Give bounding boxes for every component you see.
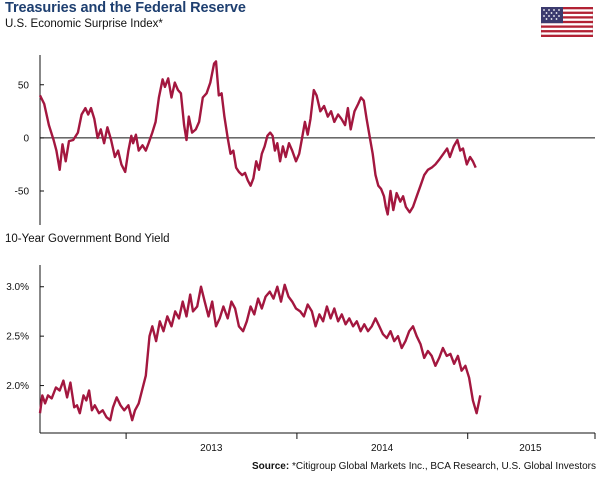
y-tick-label: 0 <box>23 133 29 144</box>
x-tick-label: 2013 <box>200 443 223 454</box>
series-line <box>38 60 477 216</box>
x-tick-label: 2015 <box>519 443 542 454</box>
y-tick-label: 50 <box>18 80 30 91</box>
x-tick-label: 2014 <box>371 443 394 454</box>
panel-2-title: 10-Year Government Bond Yield <box>5 233 170 245</box>
source-note: Source: *Citigroup Global Markets Inc., … <box>252 461 596 472</box>
source-text: *Citigroup Global Markets Inc., BCA Rese… <box>291 461 596 472</box>
y-tick-label: 2.5% <box>6 332 29 343</box>
y-tick-label: -50 <box>15 187 30 198</box>
panel-1-title: U.S. Economic Surprise Index* <box>5 18 163 30</box>
source-label: Source: <box>251 461 290 472</box>
chart-title: Treasuries and the Federal Reserve <box>5 0 246 16</box>
series-line <box>38 283 482 422</box>
y-tick-label: 3.0% <box>6 282 29 293</box>
y-tick-label: 2.0% <box>6 381 29 392</box>
us-flag-icon <box>541 7 593 37</box>
